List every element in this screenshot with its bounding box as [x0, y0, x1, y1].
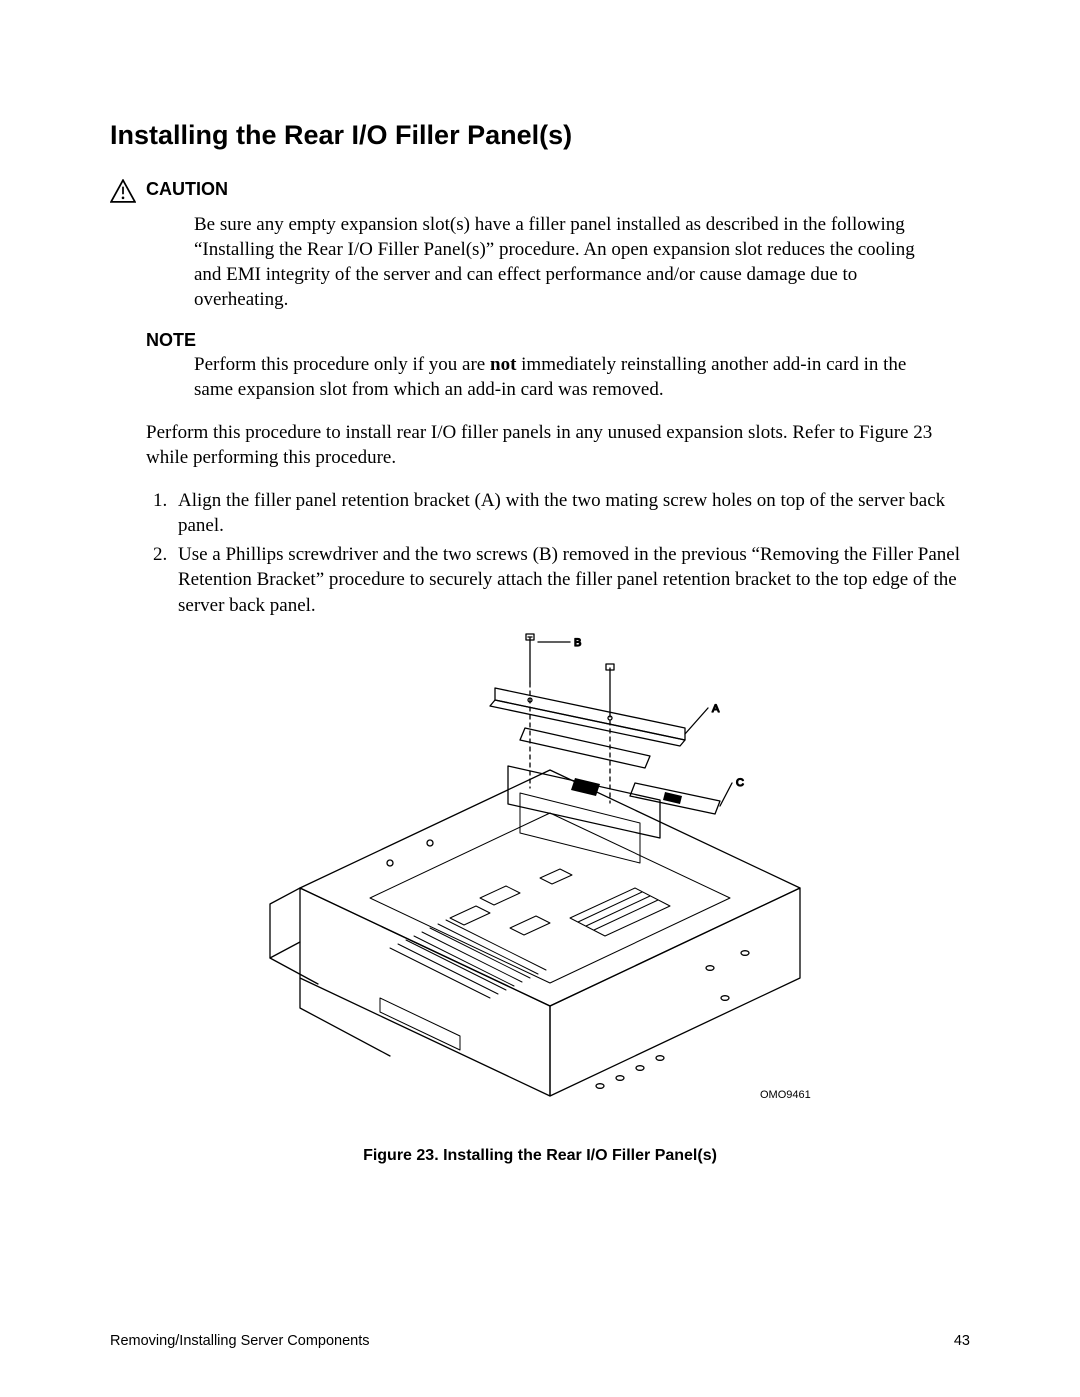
intro-text: Perform this procedure to install rear I…	[146, 420, 970, 470]
page-footer: Removing/Installing Server Components 43	[110, 1333, 970, 1349]
figure: B A	[110, 628, 970, 1165]
caution-block: CAUTION	[110, 179, 970, 208]
note-label: NOTE	[146, 330, 970, 352]
document-page: Installing the Rear I/O Filler Panel(s) …	[0, 0, 1080, 1397]
page-title: Installing the Rear I/O Filler Panel(s)	[110, 120, 970, 151]
figure-label-c: C	[736, 777, 744, 789]
step-item: Use a Phillips screwdriver and the two s…	[172, 542, 970, 617]
note-text-pre: Perform this procedure only if you are	[194, 354, 490, 375]
figure-caption: Figure 23. Installing the Rear I/O Fille…	[110, 1147, 970, 1165]
steps-list: Align the filler panel retention bracket…	[146, 488, 970, 617]
figure-label-b: B	[574, 637, 581, 649]
note-text-bold: not	[490, 354, 516, 375]
note-text: Perform this procedure only if you are n…	[194, 352, 930, 402]
step-item: Align the filler panel retention bracket…	[172, 488, 970, 538]
caution-text: Be sure any empty expansion slot(s) have…	[194, 212, 930, 312]
footer-left: Removing/Installing Server Components	[110, 1333, 370, 1349]
warning-icon	[110, 179, 146, 208]
diagram-illustration: B A	[240, 628, 840, 1128]
figure-label-a: A	[712, 703, 720, 715]
figure-code: OMO9461	[760, 1089, 811, 1101]
footer-page-number: 43	[954, 1333, 970, 1349]
caution-label: CAUTION	[146, 179, 228, 201]
